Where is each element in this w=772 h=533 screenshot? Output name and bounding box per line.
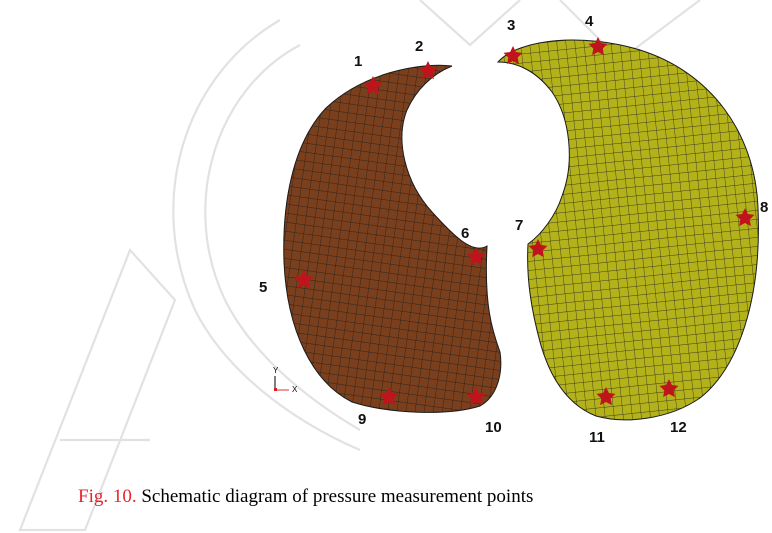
marker-point-11 <box>596 387 616 406</box>
marker-point-7 <box>528 239 548 258</box>
marker-point-5 <box>294 270 314 289</box>
label-point-12: 12 <box>670 419 687 436</box>
label-point-7: 7 <box>515 217 523 234</box>
marker-point-1 <box>363 76 383 95</box>
label-point-9: 9 <box>358 411 366 428</box>
label-point-11: 11 <box>589 429 605 446</box>
axis-triad: Y X <box>273 366 298 394</box>
label-point-3: 3 <box>507 17 515 34</box>
marker-point-3 <box>503 46 523 65</box>
label-point-6: 6 <box>461 225 469 242</box>
marker-point-2 <box>418 61 438 80</box>
marker-point-9 <box>379 387 399 406</box>
marker-point-6 <box>466 247 486 266</box>
label-point-5: 5 <box>259 279 267 296</box>
figure-caption: Fig. 10. Schematic diagram of pressure m… <box>78 486 772 508</box>
measurement-markers <box>294 37 755 406</box>
right-lung-mesh <box>496 39 759 421</box>
label-point-2: 2 <box>415 38 423 55</box>
label-point-10: 10 <box>485 419 502 436</box>
axis-x-label: X <box>292 385 298 394</box>
label-point-8: 8 <box>760 199 768 216</box>
marker-point-10 <box>466 387 486 406</box>
point-labels: 1 2 3 4 5 6 7 8 9 10 11 12 <box>259 13 768 446</box>
axis-y-label: Y <box>273 366 279 375</box>
left-lung-mesh <box>283 64 502 413</box>
caption-label: Fig. 10. <box>78 486 137 507</box>
marker-point-4 <box>588 37 608 56</box>
label-point-1: 1 <box>354 53 362 70</box>
marker-point-12 <box>659 379 679 398</box>
caption-text: Schematic diagram of pressure measuremen… <box>136 486 534 507</box>
marker-point-8 <box>735 208 755 227</box>
label-point-4: 4 <box>585 13 594 30</box>
